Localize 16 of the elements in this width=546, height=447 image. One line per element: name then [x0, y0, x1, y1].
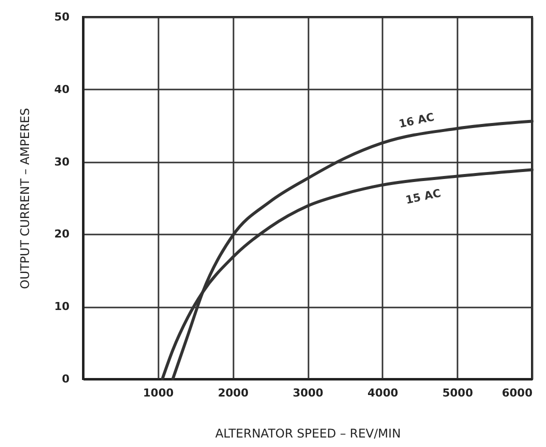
text: 16 AC	[398, 110, 436, 131]
x-tick-label: 3000	[292, 386, 324, 400]
y-axis-title: OUTPUT CURRENT – AMPERES	[18, 108, 32, 289]
text: 15 AC	[404, 186, 442, 207]
x-axis-title: ALTERNATOR SPEED – REV/MIN	[215, 426, 401, 440]
y-tick-label: 40	[54, 82, 70, 96]
x-tick-label: 5000	[442, 386, 474, 400]
x-tick-label: 6000	[502, 386, 533, 400]
x-tick-label: 2000	[218, 386, 249, 400]
y-tick-label: 50	[54, 10, 70, 24]
y-tick-label: 30	[54, 155, 70, 168]
y-tick-label: 0	[62, 372, 70, 386]
y-tick-label: 10	[54, 300, 70, 314]
y-tick-label: 20	[54, 228, 70, 241]
x-tick-label: 4000	[368, 386, 398, 400]
x-tick-label: 1000	[143, 386, 174, 400]
